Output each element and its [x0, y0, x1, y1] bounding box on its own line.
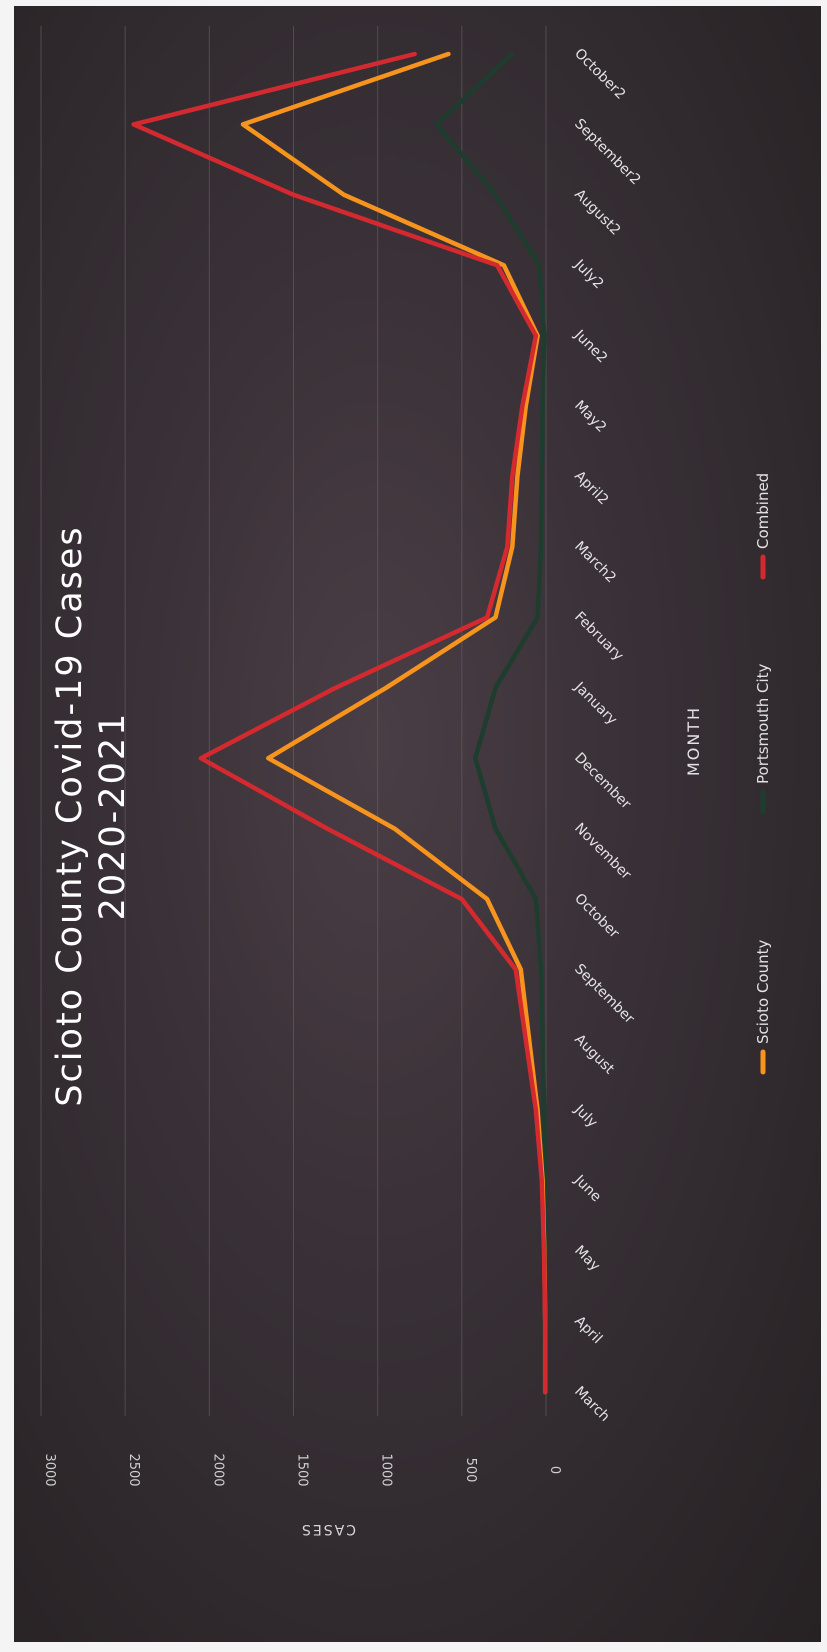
- x-tick-label: February: [571, 609, 626, 664]
- series-line: [131, 51, 548, 1395]
- x-tick-label: January: [570, 679, 620, 729]
- x-tick-label: April2: [571, 468, 611, 508]
- legend-label: Combined: [754, 473, 772, 549]
- line-chart: 0 500 1000 1500 2000 2500 3000 March April May Ju…: [40, 26, 772, 1537]
- x-tick-label: October2: [571, 46, 628, 103]
- legend-label: Portsmouth City: [754, 663, 772, 784]
- chart-title-line2: 2020-2021: [93, 712, 133, 921]
- x-tick-label: July: [570, 1101, 600, 1131]
- x-tick-label: December: [571, 750, 634, 813]
- x-tick-label: August: [571, 1031, 617, 1077]
- x-tick-label: October: [571, 891, 622, 942]
- x-tick-label: May2: [571, 398, 609, 436]
- chart-area: 0 500 1000 1500 2000 2500 3000 March April May Ju…: [14, 6, 821, 1642]
- y-tick-label: 2000: [210, 1453, 225, 1486]
- y-tick-label: 1500: [295, 1453, 310, 1486]
- x-tick-label: June2: [570, 326, 610, 366]
- y-tick-label: 2500: [126, 1453, 141, 1486]
- x-tick-label: September: [571, 961, 637, 1027]
- gridlines: [40, 26, 547, 1416]
- x-tick-label: May: [571, 1243, 603, 1275]
- x-tick-label: June: [570, 1172, 604, 1206]
- x-axis-label: MONTH: [684, 706, 703, 776]
- x-tick-label: March: [571, 1384, 612, 1425]
- y-tick-label: 1000: [379, 1453, 394, 1486]
- y-axis-label: CASES: [300, 1521, 356, 1537]
- y-tick-label: 3000: [42, 1453, 57, 1486]
- y-axis-ticks: 0 500 1000 1500 2000 2500 3000: [42, 1453, 562, 1486]
- x-tick-label: April: [571, 1313, 605, 1347]
- chart-title-line1: Scioto County Covid-19 Cases: [50, 525, 90, 1106]
- series-line: [434, 51, 549, 1395]
- y-tick-label: 500: [463, 1458, 478, 1483]
- legend: Scioto County Portsmouth City Combined: [754, 473, 772, 1075]
- series-lines: [131, 51, 549, 1395]
- x-tick-label: July2: [570, 256, 606, 292]
- legend-label: Scioto County: [754, 940, 772, 1044]
- y-tick-label: 0: [547, 1466, 562, 1474]
- x-tick-label: August2: [571, 186, 623, 238]
- x-tick-label: November: [571, 820, 634, 883]
- series-line: [240, 51, 548, 1395]
- x-tick-label: September2: [571, 116, 643, 188]
- x-tick-label: March2: [571, 538, 619, 586]
